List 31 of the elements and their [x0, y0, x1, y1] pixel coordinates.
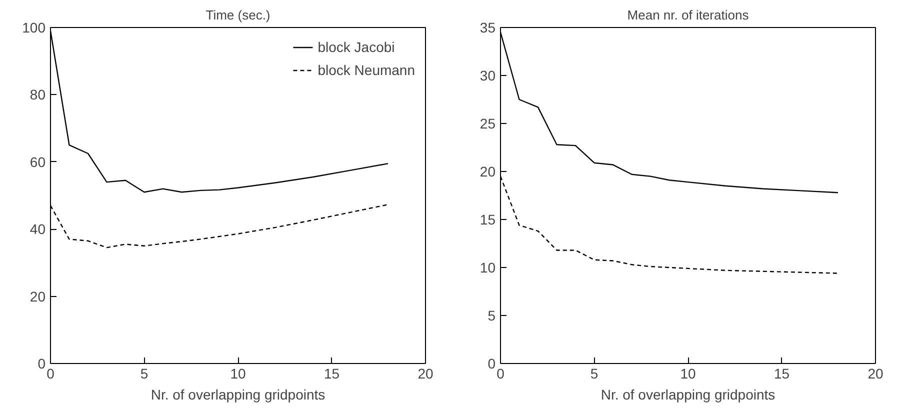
y-tick-label: 25: [480, 116, 496, 132]
chart-title: Mean nr. of iterations: [627, 8, 750, 22]
x-tick-label: 20: [418, 366, 434, 382]
y-tick-label: 0: [38, 356, 46, 372]
legend-label: block Neumann: [318, 62, 415, 78]
x-tick-label: 15: [324, 366, 340, 382]
y-tick-label: 0: [488, 356, 496, 372]
y-tick-label: 30: [480, 68, 496, 84]
line-series: [50, 204, 389, 248]
y-tick-label: 40: [30, 221, 46, 238]
y-tick-label: 60: [30, 154, 46, 170]
x-tick-label: 20: [868, 366, 884, 382]
x-tick-label: 5: [590, 366, 598, 382]
legend-label: block Jacobi: [318, 39, 395, 55]
y-tick-label: 100: [22, 20, 46, 36]
line-series: [500, 32, 839, 194]
x-axis-title: Nr. of overlapping gridpoints: [600, 386, 776, 402]
y-tick-label: 15: [480, 212, 496, 228]
line-series: [500, 176, 839, 274]
y-tick-label: 80: [30, 86, 46, 103]
chart-title: Time (sec.): [206, 8, 270, 22]
x-tick-label: 10: [230, 366, 246, 382]
y-tick-label: 35: [480, 20, 496, 36]
y-tick-label: 20: [30, 288, 46, 304]
x-tick-label: 5: [140, 366, 148, 382]
y-tick-label: 5: [488, 308, 496, 324]
y-tick-label: 10: [480, 260, 496, 276]
x-axis-title: Nr. of overlapping gridpoints: [150, 386, 326, 402]
x-tick-label: 10: [680, 366, 696, 382]
x-tick-label: 15: [774, 366, 790, 382]
y-tick-label: 20: [480, 164, 496, 180]
